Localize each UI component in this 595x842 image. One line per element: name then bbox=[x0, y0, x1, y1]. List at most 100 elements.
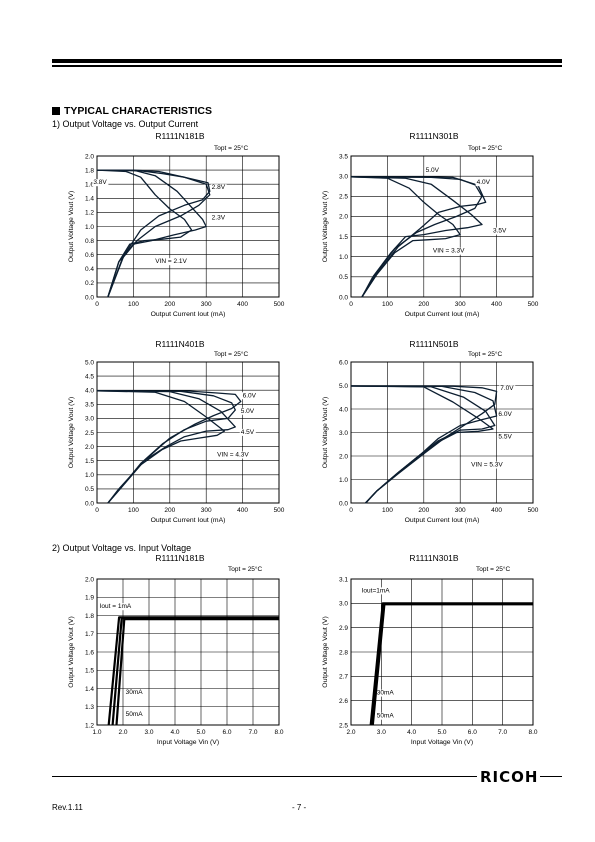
y-axis-label: Output Voltage Vout (V) bbox=[322, 191, 329, 262]
series-line bbox=[115, 618, 279, 726]
revision-label: Rev.1.11 bbox=[52, 803, 83, 812]
plot-frame bbox=[96, 361, 280, 504]
y-tick-label: 1.0 bbox=[339, 254, 348, 261]
x-tick-label: 6.0 bbox=[222, 729, 231, 736]
footer-rule-right bbox=[540, 776, 562, 777]
y-tick-label: 2.0 bbox=[339, 214, 348, 221]
y-tick-label: 2.9 bbox=[339, 625, 348, 632]
y-tick-label: 0.4 bbox=[85, 266, 94, 273]
x-tick-label: 2.0 bbox=[346, 729, 355, 736]
x-tick-label: 4.0 bbox=[170, 729, 179, 736]
series-line bbox=[350, 385, 498, 504]
chart-r1111n301b-vin: 2.0 3.0 4.0 5.0 6.0 7.0 8.0 2.5 2.6 2.7 2.8 2.9 3.0 3… bbox=[322, 576, 538, 746]
series-label-background bbox=[475, 179, 492, 187]
chart-condition: Topt = 25°C bbox=[228, 566, 263, 573]
y-tick-label: 2.0 bbox=[339, 453, 348, 460]
chart-condition: Topt = 25°C bbox=[468, 145, 503, 152]
y-axis-label: Output Voltage Vout (V) bbox=[322, 397, 329, 468]
chart-condition: Topt = 25°C bbox=[468, 351, 503, 358]
series-label-background bbox=[497, 411, 514, 419]
x-tick-label: 400 bbox=[237, 301, 248, 308]
y-tick-label: 5.0 bbox=[85, 359, 94, 366]
series-label: Iout = 1mA bbox=[100, 603, 132, 610]
series-label-background bbox=[491, 227, 508, 235]
x-tick-label: 500 bbox=[274, 301, 285, 308]
series-label: Iout=1mA bbox=[362, 587, 391, 594]
series-label-background bbox=[92, 179, 109, 187]
series-label: VIN = 2.1V bbox=[155, 258, 187, 265]
chart-title: R1111N401B bbox=[155, 339, 205, 349]
x-tick-label: 100 bbox=[128, 507, 139, 514]
series-line bbox=[350, 176, 483, 298]
series-label-background bbox=[210, 184, 227, 192]
y-tick-label: 3.0 bbox=[339, 173, 348, 180]
series-label-background bbox=[499, 385, 516, 393]
section-heading: TYPICAL CHARACTERISTICS bbox=[52, 105, 212, 117]
chart-title: R1111N181B bbox=[155, 553, 205, 563]
series-label-background bbox=[424, 167, 441, 175]
y-tick-label: 3.5 bbox=[85, 402, 94, 409]
y-tick-label: 2.0 bbox=[85, 153, 94, 160]
x-tick-label: 200 bbox=[418, 301, 429, 308]
y-tick-label: 0.2 bbox=[85, 280, 94, 287]
x-tick-label: 400 bbox=[491, 507, 502, 514]
ricoh-logo: RICOH bbox=[480, 768, 539, 786]
series-label-background bbox=[239, 428, 256, 436]
y-tick-label: 1.5 bbox=[85, 458, 94, 465]
y-tick-label: 1.7 bbox=[85, 631, 94, 638]
x-tick-label: 5.0 bbox=[437, 729, 446, 736]
y-tick-label: 1.2 bbox=[85, 210, 94, 217]
plot-frame bbox=[96, 578, 280, 726]
series-label: 2.8V bbox=[212, 184, 226, 191]
series-line bbox=[350, 176, 487, 298]
y-tick-label: 2.0 bbox=[85, 444, 94, 451]
page-number: - 7 - bbox=[292, 803, 307, 812]
series-label: 50mA bbox=[126, 711, 144, 718]
series-line bbox=[96, 390, 226, 504]
x-tick-label: 100 bbox=[382, 301, 393, 308]
series-label-background bbox=[375, 712, 396, 720]
y-tick-label: 2.5 bbox=[339, 722, 348, 729]
x-tick-label: 6.0 bbox=[468, 729, 477, 736]
series-label-background bbox=[154, 258, 189, 266]
series-label: 6.0V bbox=[498, 411, 512, 418]
series-line bbox=[97, 169, 207, 298]
y-tick-label: 0.8 bbox=[85, 238, 94, 245]
y-tick-label: 1.0 bbox=[85, 224, 94, 231]
y-tick-label: 3.0 bbox=[85, 416, 94, 423]
y-tick-label: 2.7 bbox=[339, 674, 348, 681]
y-tick-label: 2.0 bbox=[85, 576, 94, 583]
y-tick-label: 1.6 bbox=[85, 649, 94, 656]
series-label-background bbox=[210, 214, 227, 222]
series-label-background bbox=[239, 407, 256, 415]
footer-rule-left bbox=[52, 776, 477, 777]
plot-frame bbox=[350, 361, 534, 504]
y-tick-label: 3.1 bbox=[339, 576, 348, 583]
x-axis-label: Output Current Iout (mA) bbox=[405, 517, 480, 524]
y-tick-label: 1.0 bbox=[339, 477, 348, 484]
y-tick-label: 2.8 bbox=[339, 649, 348, 656]
x-tick-label: 0 bbox=[349, 507, 353, 514]
x-tick-label: 500 bbox=[528, 507, 539, 514]
chart-condition: Topt = 25°C bbox=[214, 351, 249, 358]
subsection-2-title: 2) Output Voltage vs. Input Voltage bbox=[52, 543, 192, 553]
series-label: 3.5V bbox=[493, 228, 507, 235]
series-line bbox=[96, 169, 211, 298]
x-tick-label: 3.0 bbox=[377, 729, 386, 736]
series-label: 5.0V bbox=[426, 167, 440, 174]
x-tick-label: 5.0 bbox=[196, 729, 205, 736]
series-label: VIN = 3.3V bbox=[433, 248, 465, 255]
header-rule-top bbox=[52, 59, 562, 63]
x-tick-label: 0 bbox=[349, 301, 353, 308]
series-label: VIN = 4.3V bbox=[217, 451, 249, 458]
x-tick-label: 300 bbox=[201, 507, 212, 514]
plot-frame bbox=[350, 578, 534, 726]
chart-condition: Topt = 25°C bbox=[476, 566, 511, 573]
y-tick-label: 0.0 bbox=[85, 294, 94, 301]
y-tick-label: 1.8 bbox=[85, 167, 94, 174]
x-tick-label: 500 bbox=[528, 301, 539, 308]
y-tick-label: 1.5 bbox=[85, 668, 94, 675]
y-tick-label: 1.4 bbox=[85, 686, 94, 693]
series-label: 5.5V bbox=[498, 433, 512, 440]
series-label-background bbox=[497, 433, 514, 441]
